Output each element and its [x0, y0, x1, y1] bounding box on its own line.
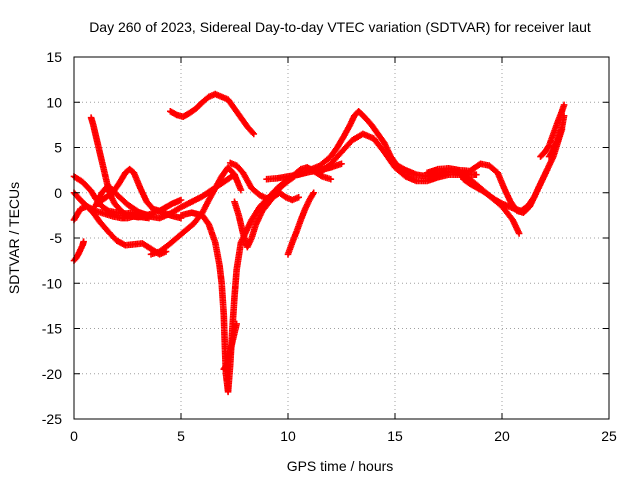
series-arc-09	[167, 90, 258, 138]
data-points	[70, 90, 568, 396]
y-tick-label: 10	[46, 94, 62, 110]
y-tick-label: -25	[42, 411, 62, 427]
series-arc-11	[220, 320, 240, 373]
x-tick-label: 25	[601, 428, 617, 444]
x-axis-label: GPS time / hours	[287, 458, 394, 474]
series-arc-15	[284, 189, 317, 258]
series-arc-12	[231, 173, 298, 251]
data-point	[560, 112, 568, 120]
y-tick-label: -15	[42, 321, 62, 337]
x-tick-label: 20	[494, 428, 510, 444]
y-tick-label: 0	[54, 185, 62, 201]
y-tick-label: -5	[50, 230, 63, 246]
data-point	[310, 189, 317, 197]
x-tick-label: 0	[70, 428, 78, 444]
series-arc-01	[70, 238, 87, 264]
series-arc-21	[545, 112, 568, 160]
y-tick-label: 15	[46, 49, 62, 65]
data-point	[250, 130, 258, 138]
y-axis-label: SDTVAR / TECUs	[6, 182, 22, 294]
data-point	[473, 171, 480, 178]
data-point	[295, 193, 302, 201]
series-arc-08	[147, 164, 245, 258]
data-point	[80, 238, 87, 245]
series-arc-07	[96, 165, 185, 215]
x-tick-label: 10	[280, 428, 296, 444]
data-point	[338, 160, 345, 168]
y-tick-label: -10	[42, 275, 62, 291]
x-tick-label: 15	[387, 428, 403, 444]
y-tick-label: 5	[54, 140, 62, 156]
axis-ticks: 0 5 10 15 20 25 -25 -20 -15 -10 -5 0 5 10 15	[42, 49, 617, 444]
series-arc-20	[537, 101, 568, 160]
series-arc-13	[226, 159, 302, 204]
data-point	[233, 320, 240, 328]
y-tick-label: -20	[42, 366, 62, 382]
data-point	[237, 186, 245, 194]
series-arc-06	[92, 171, 238, 222]
data-point	[177, 196, 185, 204]
x-tick-label: 5	[177, 428, 185, 444]
chart-title: Day 260 of 2023, Sidereal Day-to-day VTE…	[89, 19, 591, 35]
data-point	[249, 129, 256, 137]
data-point	[515, 230, 523, 237]
data-point	[327, 175, 335, 183]
data-point	[560, 101, 568, 109]
